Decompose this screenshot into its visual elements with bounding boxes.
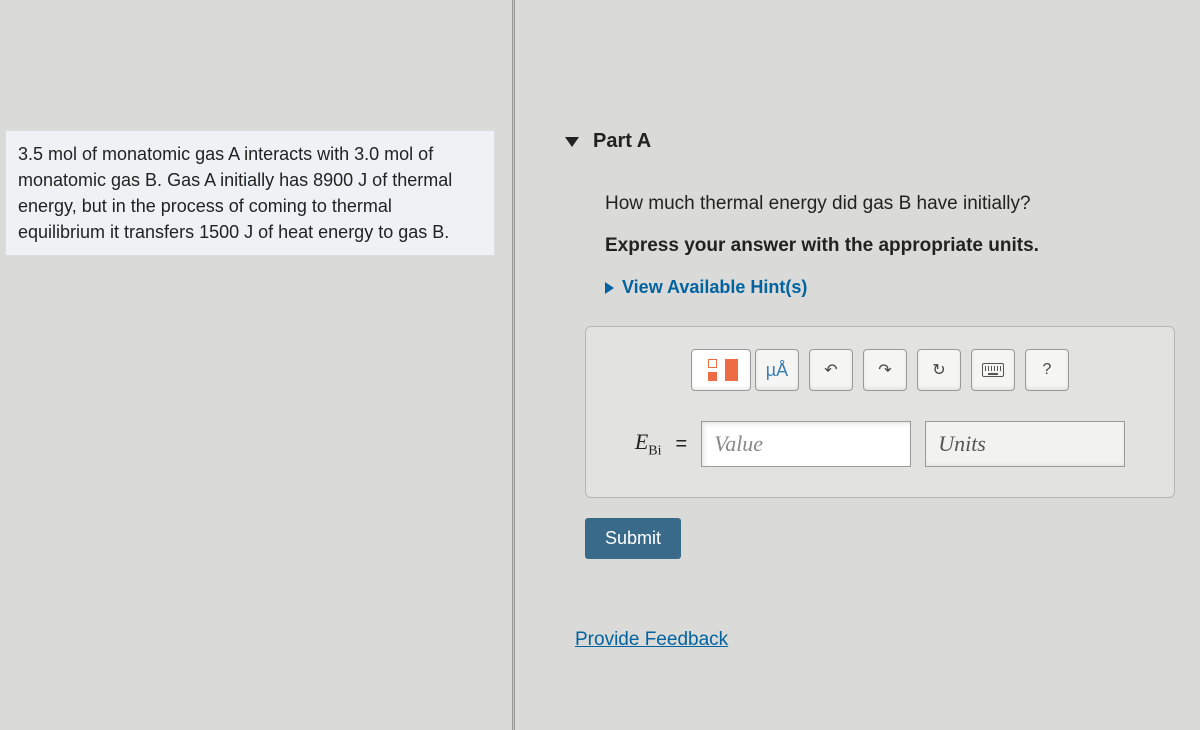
- value-input[interactable]: Value: [701, 421, 911, 467]
- problem-statement: 3.5 mol of monatomic gas A interacts wit…: [5, 130, 495, 256]
- keyboard-icon: [982, 363, 1004, 377]
- expand-caret-icon: [605, 282, 614, 294]
- units-input[interactable]: Units: [925, 421, 1125, 467]
- undo-button[interactable]: ↶: [809, 349, 853, 391]
- part-header[interactable]: Part A: [565, 130, 1185, 153]
- provide-feedback-link[interactable]: Provide Feedback: [575, 629, 728, 651]
- redo-icon: ↷: [878, 360, 891, 380]
- units-symbol-button[interactable]: µÅ: [755, 349, 799, 391]
- part-title: Part A: [593, 130, 651, 153]
- instruction-text: Express your answer with the appropriate…: [605, 235, 1185, 257]
- hints-label: View Available Hint(s): [622, 277, 807, 298]
- equals-sign: =: [676, 433, 688, 456]
- question-text: How much thermal energy did gas B have i…: [605, 193, 1185, 215]
- redo-button[interactable]: ↷: [863, 349, 907, 391]
- panel-divider[interactable]: [512, 0, 515, 730]
- templates-icon: [702, 357, 740, 383]
- templates-button[interactable]: [691, 349, 751, 391]
- keyboard-button[interactable]: [971, 349, 1015, 391]
- mu-angstrom-icon: µÅ: [766, 360, 788, 381]
- help-button[interactable]: ?: [1025, 349, 1069, 391]
- answer-toolbar: µÅ ↶ ↷ ↻ ?: [604, 349, 1156, 391]
- answer-line: EBi = Value Units: [604, 421, 1156, 467]
- reset-button[interactable]: ↻: [917, 349, 961, 391]
- answer-area: µÅ ↶ ↷ ↻ ?: [585, 326, 1175, 498]
- reset-icon: ↻: [932, 360, 945, 380]
- view-hints-button[interactable]: View Available Hint(s): [605, 277, 1185, 298]
- variable-label: EBi: [635, 429, 662, 459]
- collapse-caret-icon: [565, 137, 579, 147]
- help-icon: ?: [1043, 361, 1052, 379]
- undo-icon: ↶: [824, 360, 837, 380]
- submit-button[interactable]: Submit: [585, 518, 681, 559]
